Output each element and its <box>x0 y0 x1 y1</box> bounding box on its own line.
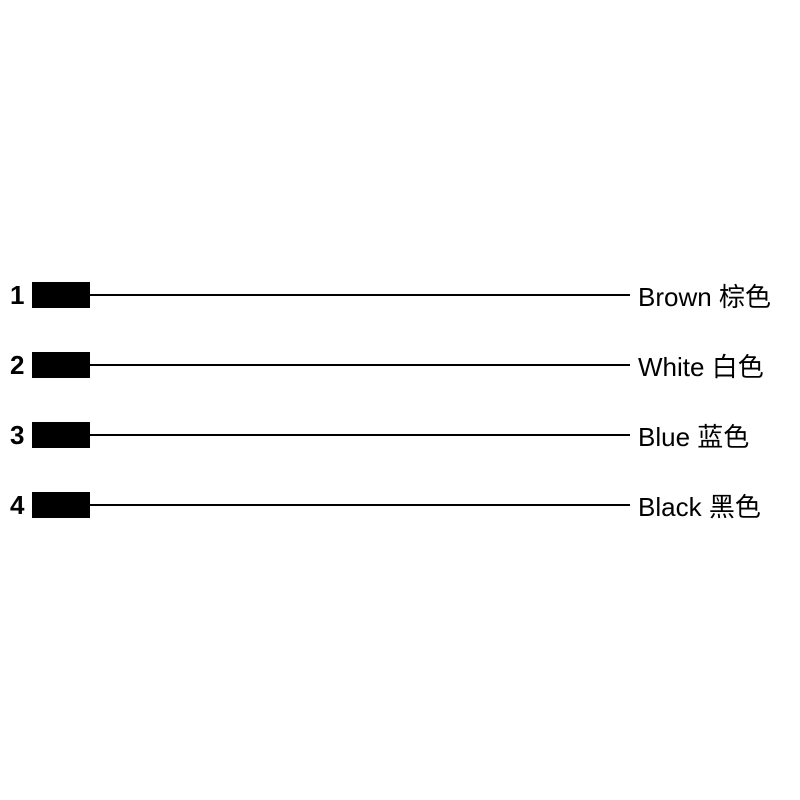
color-label: Black 黑色 <box>630 487 800 524</box>
pin-row: 4 Black 黑色 <box>0 470 800 540</box>
color-label: Blue 蓝色 <box>630 417 800 454</box>
color-label: White 白色 <box>630 347 800 384</box>
wiring-diagram: 1 Brown 棕色 2 White 白色 3 Blue 蓝色 4 Black … <box>0 260 800 540</box>
color-label-en: White <box>638 352 704 382</box>
pin-block-icon <box>32 422 90 448</box>
wire-line <box>90 504 630 506</box>
wire-line <box>90 294 630 296</box>
pin-number: 4 <box>0 490 28 521</box>
wire-line <box>90 434 630 436</box>
pin-row: 1 Brown 棕色 <box>0 260 800 330</box>
color-label-cn: 蓝色 <box>697 422 749 452</box>
pin-row: 3 Blue 蓝色 <box>0 400 800 470</box>
pin-number: 1 <box>0 280 28 311</box>
color-label-cn: 白色 <box>712 352 764 382</box>
color-label-cn: 棕色 <box>719 282 771 312</box>
color-label-cn: 黑色 <box>709 492 761 522</box>
pin-block-icon <box>32 492 90 518</box>
color-label-en: Blue <box>638 422 690 452</box>
color-label: Brown 棕色 <box>630 277 800 314</box>
pin-block-icon <box>32 352 90 378</box>
pin-number: 2 <box>0 350 28 381</box>
pin-row: 2 White 白色 <box>0 330 800 400</box>
color-label-en: Black <box>638 492 702 522</box>
pin-number: 3 <box>0 420 28 451</box>
color-label-en: Brown <box>638 282 712 312</box>
wire-line <box>90 364 630 366</box>
pin-block-icon <box>32 282 90 308</box>
